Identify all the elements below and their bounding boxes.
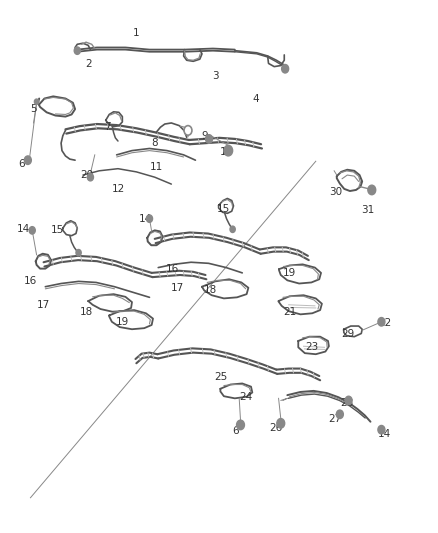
Text: 26: 26	[268, 423, 282, 433]
Text: 19: 19	[116, 317, 129, 327]
Text: 17: 17	[37, 300, 50, 310]
Text: 28: 28	[339, 398, 352, 408]
Circle shape	[236, 420, 244, 430]
Circle shape	[29, 227, 35, 234]
Circle shape	[377, 425, 384, 434]
Text: 4: 4	[251, 94, 258, 104]
Text: 16: 16	[24, 277, 37, 286]
Text: 14: 14	[17, 224, 31, 235]
Text: 14: 14	[378, 429, 391, 439]
Circle shape	[281, 64, 288, 73]
Text: 12: 12	[112, 184, 125, 195]
Text: 11: 11	[149, 161, 162, 172]
Text: 30: 30	[328, 187, 342, 197]
Circle shape	[223, 146, 232, 156]
Text: 9: 9	[201, 131, 208, 141]
Text: 1: 1	[133, 28, 139, 38]
Circle shape	[336, 410, 343, 418]
Text: 29: 29	[340, 329, 353, 339]
Circle shape	[34, 99, 39, 104]
Text: 18: 18	[203, 286, 216, 295]
Circle shape	[74, 47, 80, 54]
Text: 16: 16	[165, 264, 178, 274]
Circle shape	[205, 135, 212, 143]
Text: 27: 27	[327, 414, 340, 424]
Circle shape	[367, 185, 375, 195]
Text: 31: 31	[360, 205, 373, 215]
Text: 10: 10	[219, 147, 233, 157]
Text: 15: 15	[216, 204, 230, 214]
Text: 23: 23	[305, 342, 318, 352]
Text: 6: 6	[18, 159, 25, 169]
Text: 2: 2	[85, 60, 91, 69]
Text: 6: 6	[231, 426, 238, 436]
Text: 24: 24	[239, 392, 252, 402]
Text: 5: 5	[30, 104, 37, 114]
Text: 8: 8	[151, 138, 158, 148]
Text: 7: 7	[104, 122, 111, 132]
Text: 25: 25	[213, 372, 226, 382]
Text: 15: 15	[51, 225, 64, 236]
Text: 3: 3	[211, 71, 218, 81]
Circle shape	[230, 226, 235, 232]
Circle shape	[87, 173, 93, 181]
Text: 20: 20	[80, 170, 93, 180]
Text: 19: 19	[282, 269, 295, 278]
Text: 17: 17	[170, 283, 184, 293]
Circle shape	[344, 396, 351, 405]
Circle shape	[24, 156, 31, 165]
Circle shape	[276, 418, 284, 428]
Circle shape	[76, 249, 81, 256]
Text: 22: 22	[378, 318, 391, 328]
Text: 18: 18	[80, 306, 93, 317]
Text: 21: 21	[283, 306, 296, 317]
Circle shape	[184, 126, 191, 135]
Text: 14: 14	[138, 214, 152, 224]
Circle shape	[377, 318, 384, 326]
Circle shape	[146, 215, 152, 222]
